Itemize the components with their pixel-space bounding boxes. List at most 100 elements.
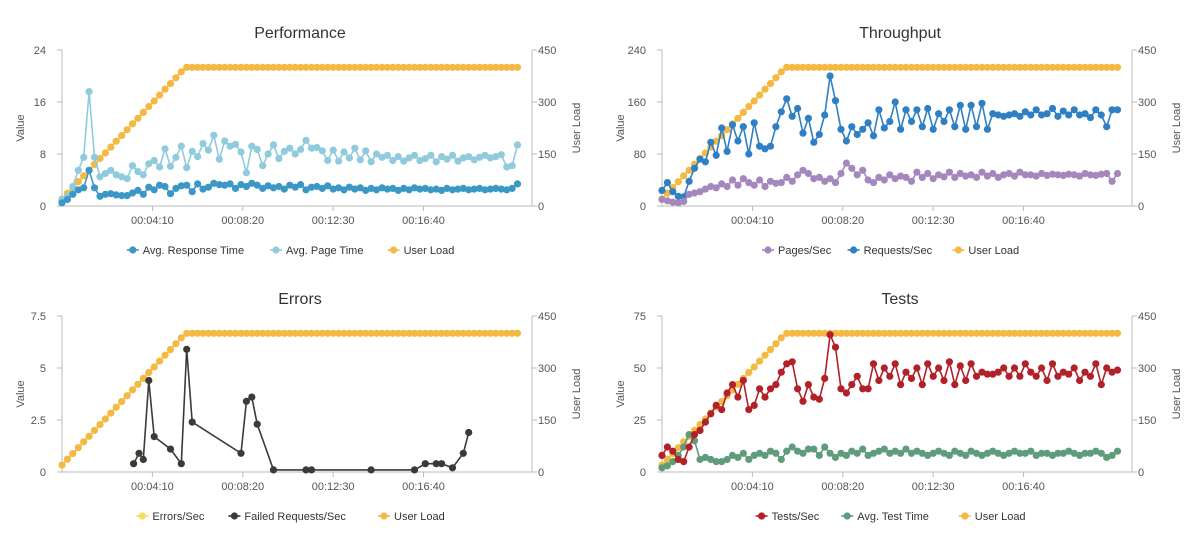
data-point-avg-test-time[interactable] xyxy=(869,449,878,457)
data-point-avg-response-time[interactable] xyxy=(69,190,77,198)
data-point-avg-response-time[interactable] xyxy=(112,191,120,199)
data-point-user-load[interactable] xyxy=(940,329,948,337)
data-point-avg-test-time[interactable] xyxy=(880,445,888,453)
data-point-tests-sec[interactable] xyxy=(1097,381,1105,389)
data-point-avg-response-time[interactable] xyxy=(378,184,386,192)
data-point-user-load[interactable] xyxy=(951,63,959,71)
data-point-pages-sec[interactable] xyxy=(842,159,850,167)
data-point-user-load[interactable] xyxy=(134,380,142,388)
data-point-avg-page-time[interactable] xyxy=(481,151,489,159)
data-point-user-load[interactable] xyxy=(1048,329,1057,337)
legend-item-user-load[interactable]: User Load xyxy=(958,511,1026,523)
data-point-user-load[interactable] xyxy=(1032,329,1040,337)
data-point-avg-page-time[interactable] xyxy=(416,156,424,165)
data-point-user-load[interactable] xyxy=(815,329,823,337)
data-point-avg-page-time[interactable] xyxy=(215,155,223,163)
data-point-avg-response-time[interactable] xyxy=(107,190,115,198)
data-point-user-load[interactable] xyxy=(994,63,1002,71)
data-point-tests-sec[interactable] xyxy=(902,368,910,376)
data-point-pages-sec[interactable] xyxy=(696,188,704,196)
data-point-user-load[interactable] xyxy=(663,455,671,463)
data-point-avg-test-time[interactable] xyxy=(794,447,802,455)
data-point-user-load[interactable] xyxy=(804,329,812,337)
data-point-avg-page-time[interactable] xyxy=(438,153,446,161)
data-point-pages-sec[interactable] xyxy=(897,172,905,180)
data-point-user-load[interactable] xyxy=(1000,329,1008,337)
data-point-pages-sec[interactable] xyxy=(859,166,867,174)
data-point-avg-response-time[interactable] xyxy=(226,180,234,188)
data-point-pages-sec[interactable] xyxy=(967,171,975,179)
data-point-avg-test-time[interactable] xyxy=(1054,449,1062,457)
data-point-tests-sec[interactable] xyxy=(1108,368,1116,376)
data-point-avg-test-time[interactable] xyxy=(886,449,894,457)
data-point-requests-sec[interactable] xyxy=(994,111,1002,119)
data-point-avg-test-time[interactable] xyxy=(1092,447,1100,455)
data-point-pages-sec[interactable] xyxy=(1021,171,1029,179)
data-point-user-load[interactable] xyxy=(1076,329,1084,337)
data-point-pages-sec[interactable] xyxy=(739,175,747,183)
data-point-pages-sec[interactable] xyxy=(1054,171,1062,179)
data-point-tests-sec[interactable] xyxy=(886,372,894,380)
data-point-requests-sec[interactable] xyxy=(907,117,916,126)
data-point-user-load[interactable] xyxy=(723,126,731,134)
data-point-user-load[interactable] xyxy=(956,329,964,337)
data-point-user-load[interactable] xyxy=(156,91,164,99)
data-point-user-load[interactable] xyxy=(85,432,93,440)
data-point-requests-sec[interactable] xyxy=(756,142,764,150)
data-point-pages-sec[interactable] xyxy=(907,177,916,185)
legend-item-pages-sec[interactable]: Pages/Sec xyxy=(762,245,832,257)
data-point-user-load[interactable] xyxy=(492,329,500,337)
data-point-avg-response-time[interactable] xyxy=(372,186,381,194)
data-point-avg-response-time[interactable] xyxy=(85,166,93,174)
data-point-avg-page-time[interactable] xyxy=(156,163,164,171)
data-point-tests-sec[interactable] xyxy=(880,364,888,372)
data-point-user-load[interactable] xyxy=(978,329,986,337)
data-point-failed-requests-sec[interactable] xyxy=(432,460,440,468)
data-point-avg-page-time[interactable] xyxy=(497,151,505,159)
data-point-user-load[interactable] xyxy=(291,63,299,71)
data-point-avg-test-time[interactable] xyxy=(826,449,834,457)
data-point-avg-page-time[interactable] xyxy=(74,166,82,174)
data-point-user-load[interactable] xyxy=(842,329,850,337)
data-point-avg-response-time[interactable] xyxy=(74,186,82,194)
data-point-requests-sec[interactable] xyxy=(745,150,753,158)
data-point-avg-test-time[interactable] xyxy=(848,447,856,455)
data-point-pages-sec[interactable] xyxy=(983,172,991,180)
data-point-requests-sec[interactable] xyxy=(1108,106,1116,114)
data-point-pages-sec[interactable] xyxy=(935,171,943,179)
data-point-user-load[interactable] xyxy=(869,63,878,71)
data-point-user-load[interactable] xyxy=(313,63,321,71)
data-point-user-load[interactable] xyxy=(226,329,234,337)
data-point-avg-response-time[interactable] xyxy=(297,181,305,189)
data-point-avg-response-time[interactable] xyxy=(242,182,250,191)
data-point-user-load[interactable] xyxy=(177,334,185,342)
data-point-user-load[interactable] xyxy=(318,63,326,71)
data-point-user-load[interactable] xyxy=(810,329,818,337)
data-point-avg-test-time[interactable] xyxy=(875,447,883,455)
data-point-user-load[interactable] xyxy=(378,329,386,337)
data-point-user-load[interactable] xyxy=(929,63,937,71)
data-point-requests-sec[interactable] xyxy=(859,125,867,133)
data-point-avg-page-time[interactable] xyxy=(280,147,288,155)
data-point-avg-response-time[interactable] xyxy=(438,186,446,194)
data-point-requests-sec[interactable] xyxy=(1113,106,1122,114)
data-point-user-load[interactable] xyxy=(848,329,856,337)
data-point-pages-sec[interactable] xyxy=(734,181,742,189)
data-point-requests-sec[interactable] xyxy=(897,125,905,133)
data-point-tests-sec[interactable] xyxy=(674,455,682,464)
data-point-user-load[interactable] xyxy=(74,178,82,186)
data-point-user-load[interactable] xyxy=(275,63,283,71)
data-point-user-load[interactable] xyxy=(1086,63,1094,71)
data-point-user-load[interactable] xyxy=(756,91,764,99)
data-point-requests-sec[interactable] xyxy=(821,111,829,119)
data-point-pages-sec[interactable] xyxy=(701,185,709,193)
data-point-avg-page-time[interactable] xyxy=(286,144,294,152)
data-point-avg-response-time[interactable] xyxy=(389,184,397,192)
data-point-avg-response-time[interactable] xyxy=(139,190,147,198)
data-point-avg-test-time[interactable] xyxy=(1070,449,1078,457)
data-point-pages-sec[interactable] xyxy=(978,168,986,176)
data-point-user-load[interactable] xyxy=(226,63,234,71)
data-point-user-load[interactable] xyxy=(983,63,991,71)
data-point-pages-sec[interactable] xyxy=(1070,171,1078,179)
data-point-pages-sec[interactable] xyxy=(799,166,807,174)
